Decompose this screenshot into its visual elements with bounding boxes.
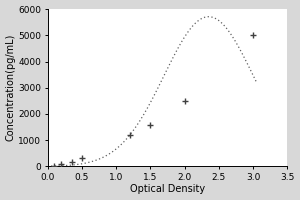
X-axis label: Optical Density: Optical Density [130, 184, 205, 194]
Y-axis label: Concentration(pg/mL): Concentration(pg/mL) [6, 34, 16, 141]
